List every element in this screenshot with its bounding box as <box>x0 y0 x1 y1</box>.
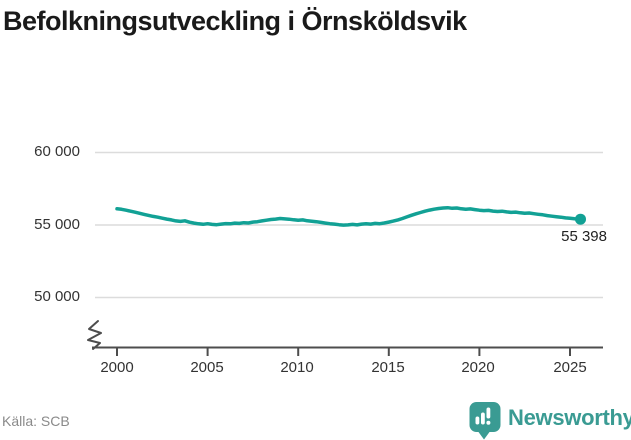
x-axis-ticks <box>116 347 571 356</box>
x-axis-tick-label-2000: 2000 <box>100 359 134 376</box>
y-axis-tick-label-55000: 55 000 <box>34 216 80 233</box>
newsworthy-wordmark: Newsworthy <box>508 405 631 430</box>
x-axis-tick-label-2010: 2010 <box>280 359 314 376</box>
x-axis-tick-label-2015: 2015 <box>371 359 405 376</box>
population-series-line <box>115 205 583 227</box>
page-title: Befolkningsutveckling i Örnsköldsvik <box>3 6 467 36</box>
newsworthy-icon <box>469 402 501 440</box>
y-axis-tick-label-60000: 60 000 <box>34 143 80 160</box>
y-axis-tick-label-50000: 50 000 <box>34 288 80 305</box>
source-attribution: Källa: SCB <box>2 413 70 429</box>
x-axis-tick-label-2025: 2025 <box>553 359 587 376</box>
x-axis-tick-label-2005: 2005 <box>190 359 224 376</box>
last-value-label: 55 398 <box>561 228 607 245</box>
axis-break-icon <box>87 320 102 350</box>
newsworthy-logo-link[interactable]: Newsworthy <box>468 400 631 440</box>
last-value-dot <box>575 213 586 225</box>
x-axis-tick-label-2020: 2020 <box>461 359 495 376</box>
